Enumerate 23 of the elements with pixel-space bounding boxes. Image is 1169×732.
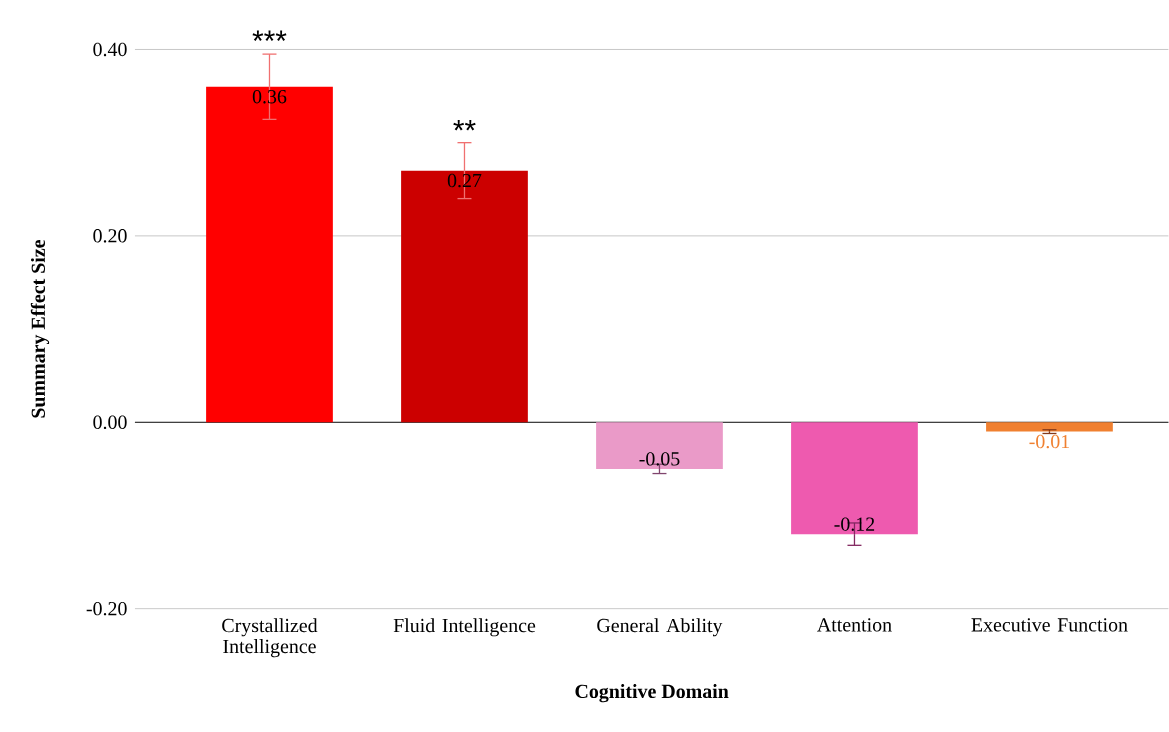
x-axis-title: Cognitive Domain: [575, 684, 729, 703]
x-tick-label: Fluid Intelligence: [393, 618, 536, 637]
bar: [401, 170, 528, 423]
bar: [206, 86, 333, 423]
data-label: -0.01: [1029, 434, 1070, 449]
annotation: ***: [252, 30, 287, 42]
y-tick-label: 0.20: [93, 229, 127, 243]
data-label: 0.36: [252, 90, 287, 104]
y-tick-label: 0.00: [93, 415, 127, 430]
y-tick-label: -0.20: [86, 602, 127, 616]
data-label: -0.05: [639, 452, 680, 466]
x-tick-label: Executive Function: [971, 618, 1128, 632]
x-tick-label: Attention: [817, 618, 892, 632]
bar: [986, 422, 1113, 432]
x-tick-label: General Ability: [597, 618, 723, 637]
bar: [596, 422, 723, 470]
y-tick-label: 0.40: [93, 42, 127, 57]
x-tick-label: Crystallized Intelligence: [222, 618, 318, 658]
data-label: 0.27: [447, 174, 482, 188]
bar: [791, 422, 918, 535]
data-label: -0.12: [834, 517, 875, 532]
y-axis-title: Summary Effect Size: [30, 240, 50, 418]
annotation: **: [453, 120, 476, 131]
